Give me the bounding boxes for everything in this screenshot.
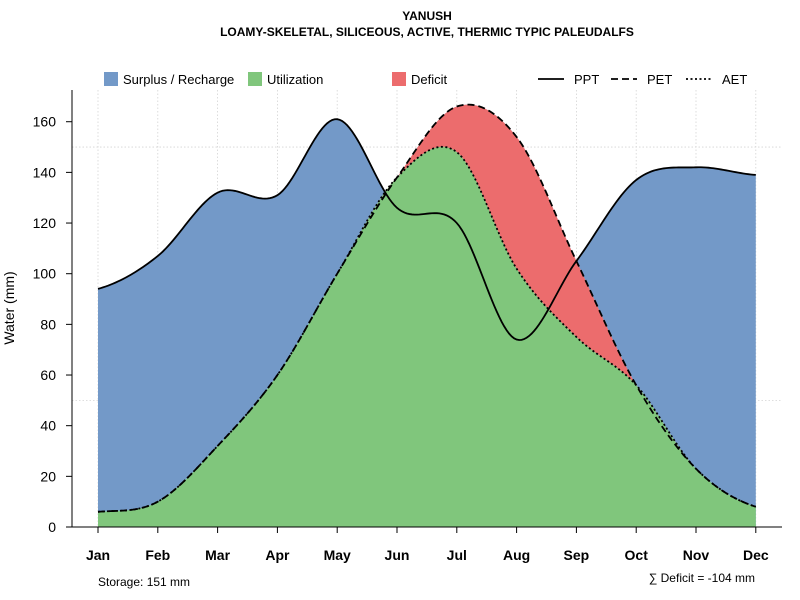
x-tick-label-apr: Apr (265, 547, 290, 563)
chart-subtitle: LOAMY-SKELETAL, SILICEOUS, ACTIVE, THERM… (220, 25, 634, 39)
series-ppt-line (97, 118, 756, 341)
legend-label-deficit: Deficit (411, 72, 448, 87)
legend-swatch-surplus-recharge (104, 72, 118, 86)
x-tick-label-aug: Aug (503, 547, 530, 563)
x-tick-label-jan: Jan (86, 547, 110, 563)
x-tick-label-oct: Oct (625, 547, 649, 563)
y-tick-label-0: 0 (48, 519, 56, 535)
y-axis-label: Water (mm) (1, 271, 17, 344)
y-tick-label-40: 40 (40, 418, 56, 434)
deficit-note: ∑ Deficit = -104 mm (649, 571, 755, 585)
storage-note: Storage: 151 mm (98, 575, 190, 589)
chart-title: YANUSH (402, 9, 452, 23)
y-tick-label-140: 140 (33, 164, 57, 180)
legend-label-surplus-recharge: Surplus / Recharge (123, 72, 234, 87)
areas-layer (98, 104, 756, 527)
y-tick-label-100: 100 (33, 266, 57, 282)
x-tick-label-dec: Dec (743, 547, 769, 563)
y-tick-label-60: 60 (40, 367, 56, 383)
x-tick-label-nov: Nov (683, 547, 710, 563)
y-tick-label-80: 80 (40, 316, 56, 332)
legend-swatch-deficit (392, 72, 406, 86)
y-tick-label-120: 120 (33, 215, 57, 231)
y-tick-label-160: 160 (33, 114, 57, 130)
x-tick-label-mar: Mar (205, 547, 230, 563)
area-utilization (98, 146, 756, 527)
x-tick-label-may: May (324, 547, 351, 563)
series-lines (97, 103, 757, 513)
y-tick-label-20: 20 (40, 468, 56, 484)
legend-label-aet: AET (722, 72, 747, 87)
x-tick-label-feb: Feb (145, 547, 170, 563)
x-tick-label-sep: Sep (564, 547, 590, 563)
legend: Surplus / Recharge Utilization Deficit PPT P… (104, 72, 747, 87)
axes: 0 20 40 60 80 100 120 140 160 Jan Feb Mar Apr May Jun J… (33, 90, 782, 563)
legend-swatch-utilization (248, 72, 262, 86)
legend-label-utilization: Utilization (267, 72, 323, 87)
x-tick-label-jun: Jun (385, 547, 410, 563)
series-pet-line (97, 103, 757, 513)
legend-label-ppt: PPT (574, 72, 599, 87)
x-tick-label-jul: Jul (447, 547, 467, 563)
legend-label-pet: PET (647, 72, 672, 87)
